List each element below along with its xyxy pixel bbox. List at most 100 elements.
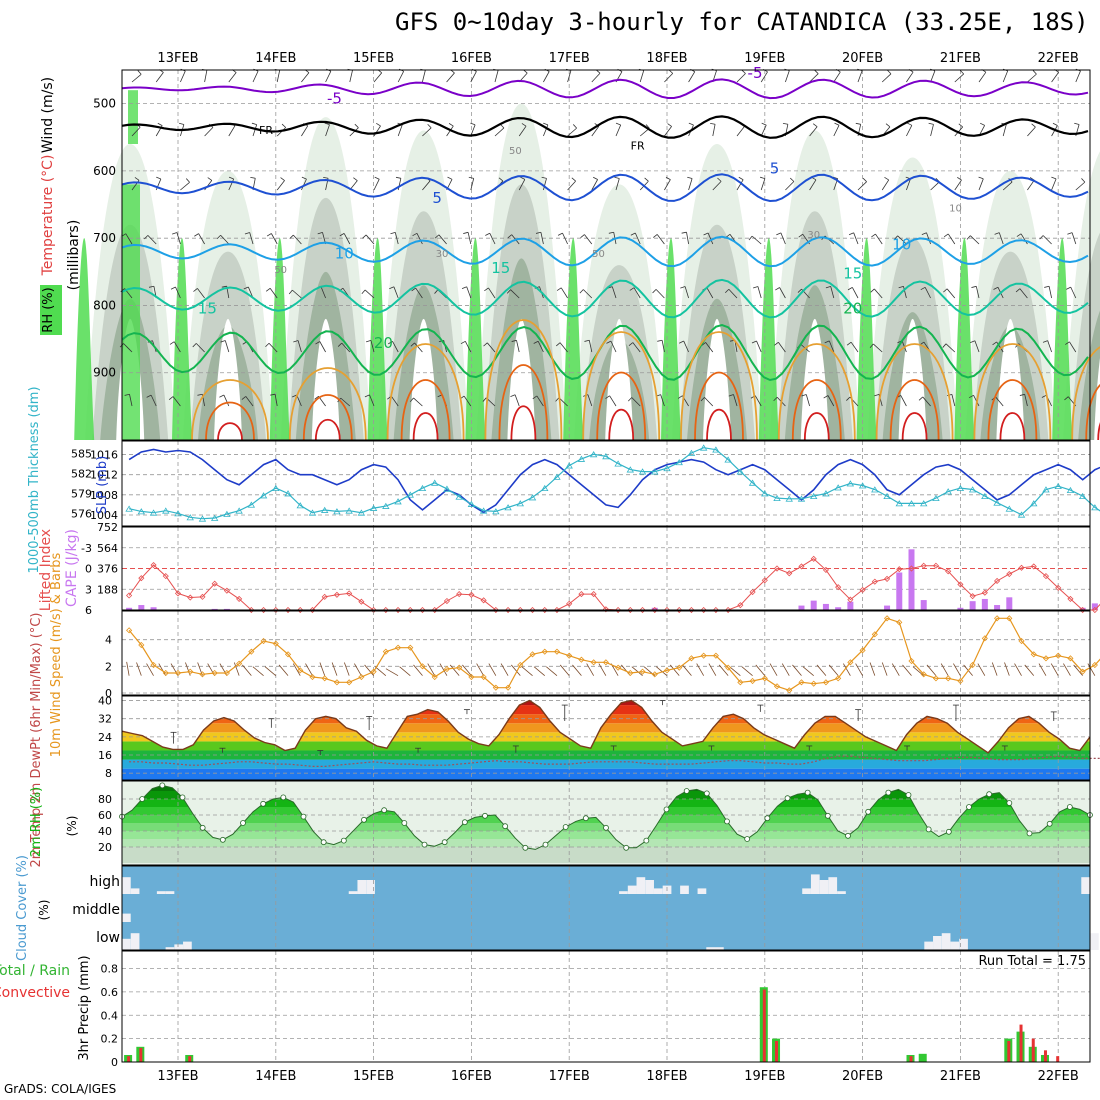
wind-barb (144, 235, 149, 240)
rh-point (724, 818, 730, 825)
wind-barb (930, 124, 934, 137)
rh-moist-region (122, 184, 140, 440)
wind-barb (268, 342, 278, 353)
lifted-point (333, 591, 340, 598)
rh-moist-region (128, 90, 138, 144)
cloud-bar-high (165, 891, 175, 894)
date-label-bottom: 13FEB (157, 1069, 198, 1084)
wind-barb (280, 177, 285, 181)
thickness-point (272, 484, 280, 492)
isotherm-warm (1097, 422, 1100, 441)
wind-barb (243, 286, 249, 290)
cape-bar (211, 608, 218, 610)
wind-barb (592, 176, 598, 180)
rh-point (986, 791, 993, 798)
wind-barb (349, 70, 353, 83)
cloud-bar-low (950, 941, 960, 950)
cloud-bar-low (165, 947, 175, 950)
wind-barb (704, 397, 714, 407)
wind-barb (337, 342, 343, 347)
wind-speed-point (162, 669, 169, 677)
wind-speed-point (431, 673, 438, 681)
wind-barb (533, 340, 539, 344)
rh-point (219, 836, 226, 843)
cloud-bar-high (802, 888, 811, 894)
date-label-top: 21FEB (940, 51, 981, 66)
rh-point (482, 812, 488, 819)
wind-barb (296, 394, 302, 407)
wind-speed-point (578, 656, 585, 663)
thickness-point (724, 456, 732, 463)
wind-barb (970, 235, 980, 245)
rh-point (683, 788, 690, 794)
lifted-point (358, 598, 365, 605)
wind-barb (942, 343, 947, 348)
rh-moist-region (1052, 238, 1073, 440)
thickness-point (296, 502, 304, 509)
wind-speed-point (370, 668, 377, 675)
wind-speed-point (896, 619, 903, 626)
y-tick-cape: 376 (97, 563, 118, 576)
wind-barb (390, 231, 396, 235)
cape-bar (798, 605, 805, 610)
wind-barb (660, 394, 665, 407)
wind-barb (645, 124, 650, 129)
thickness-point (1005, 505, 1014, 512)
wind-barb (776, 232, 782, 236)
wind-barb (488, 287, 496, 299)
wind-barb (664, 179, 671, 191)
wind-barb (686, 232, 689, 245)
chart-title: GFS 0~10day 3-hourly for CATANDICA (33.2… (395, 8, 1089, 36)
cloud-bar-high (680, 885, 689, 894)
cloud-bar-high (130, 888, 140, 894)
wind-barb (388, 341, 393, 345)
wind-barb (543, 124, 549, 137)
cloud-bar-low (130, 933, 140, 950)
lifted-point (700, 606, 707, 614)
wind-barb (1074, 122, 1080, 125)
wind-barb (413, 397, 423, 407)
legend-cloud: Cloud Cover (%) (15, 855, 30, 961)
wind-barb (197, 288, 205, 299)
wind-barb-10m (500, 663, 509, 676)
cape-bar (822, 603, 829, 610)
wind-barb (587, 394, 593, 407)
wind-barb (957, 177, 962, 181)
wind-speed-point (883, 615, 891, 622)
cloud-bar-high (837, 891, 846, 894)
y-tick-lifted: 3 (85, 583, 92, 596)
wind-barb (194, 233, 199, 237)
wind-speed-point (541, 648, 548, 655)
isotherm-warm (484, 319, 563, 441)
isotherm-warm (680, 331, 758, 441)
contour-label: 5 (770, 160, 780, 178)
wind-barb (411, 287, 416, 292)
wind-barb (679, 340, 684, 344)
wind-barb (677, 395, 683, 399)
wind-barb (349, 127, 359, 137)
isotherm-warm (191, 379, 269, 441)
y-tick-rh: 60 (98, 809, 112, 822)
wind-barb-10m (252, 666, 264, 676)
wind-barb-10m (354, 663, 362, 676)
wind-barb (192, 343, 197, 348)
wind-barb (422, 180, 431, 191)
thickness-point (1091, 504, 1099, 511)
wind-barb (276, 180, 285, 191)
wind-barb (293, 340, 299, 343)
wind-barb (906, 71, 914, 83)
wind-barb (1067, 232, 1073, 235)
pressure-frame (121, 440, 1091, 527)
wind-barb (805, 394, 810, 407)
wind-barb (484, 287, 489, 292)
wind-barb (741, 69, 746, 74)
lifted-point (382, 606, 389, 614)
lifted-point (199, 593, 206, 600)
wind-barb (995, 396, 1004, 407)
lifted-point (187, 594, 194, 601)
wind-barb (823, 395, 829, 399)
thickness-point (528, 494, 537, 501)
date-label-bottom: 22FEB (1038, 1069, 1079, 1084)
isotherm-warm (400, 379, 451, 441)
wind-barb-10m (197, 662, 203, 676)
